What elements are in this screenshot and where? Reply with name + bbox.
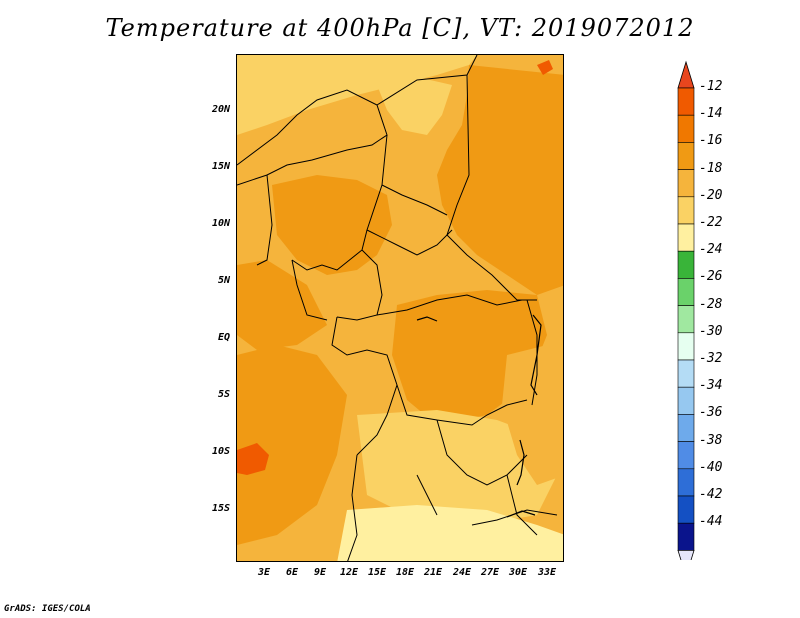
colorbar-swatch	[677, 142, 695, 170]
lon-label-12e: 12E	[339, 567, 359, 578]
colorbar-swatch	[677, 495, 695, 524]
field-band-minus18-south	[357, 410, 557, 525]
field-band-minus12-west	[237, 443, 269, 475]
colorbar-swatch	[677, 359, 695, 388]
field-band-minus18-east	[502, 345, 563, 485]
lake-outlines	[416, 314, 542, 518]
colorbar-swatch	[677, 114, 695, 143]
field-band-minus20-south	[337, 505, 563, 561]
colorbar-swatch	[677, 305, 695, 334]
lat-label-10n: 10N	[211, 218, 230, 229]
lon-label-6e: 6E	[285, 567, 299, 578]
lat-label-5s: 5S	[217, 389, 230, 400]
colorbar-level-label: -12	[699, 79, 723, 94]
lat-label-10s: 10S	[211, 446, 230, 457]
field-band-minus20-north-b	[377, 77, 452, 135]
colorbar-level-label: -26	[699, 269, 723, 285]
lon-label-9e: 9E	[313, 567, 327, 578]
colorbar-top-arrow	[677, 60, 695, 89]
lat-label-eq: EQ	[217, 332, 230, 343]
colorbar-level-label: -20	[699, 187, 723, 203]
colorbar-swatch	[677, 332, 695, 361]
colorbar-swatch	[677, 196, 695, 225]
colorbar-swatch	[677, 223, 695, 252]
lon-label-24e: 24E	[452, 567, 472, 578]
lat-label-5n: 5N	[217, 275, 230, 286]
lon-label-21e: 21E	[423, 567, 443, 578]
colorbar-swatch	[677, 386, 695, 415]
colorbar-swatch	[677, 278, 695, 306]
colorbar-level-label: -36	[699, 405, 723, 421]
colorbar-level-label: -18	[699, 160, 723, 176]
lat-label-20n: 20N	[211, 104, 230, 115]
lon-label-33e: 33E	[537, 567, 557, 578]
chart-title: Temperature at 400hPa [C], VT: 201907201…	[105, 14, 695, 42]
colorbar-level-label: -40	[699, 459, 723, 475]
field-band-minus14-southwest	[237, 345, 347, 545]
colorbar-bottom-arrow	[677, 549, 695, 560]
colorbar-level-label: -16	[699, 133, 723, 149]
lon-label-27e: 27E	[480, 567, 500, 578]
colorbar-level-label: -14	[699, 106, 723, 122]
colorbar-swatch	[677, 414, 695, 442]
colorbar-level-label: -24	[699, 242, 723, 258]
field-band-minus14-westcoast	[237, 260, 327, 350]
footer-credit: GrADS: IGES/COLA	[4, 604, 91, 614]
lon-label-15e: 15E	[367, 567, 387, 578]
colorbar-level-label: -22	[699, 215, 723, 230]
lon-label-30e: 30E	[508, 567, 528, 578]
colorbar-swatch	[677, 250, 695, 279]
colorbar-swatch	[677, 441, 695, 470]
colorbar-level-label: -34	[699, 378, 723, 394]
country-borders	[237, 55, 558, 561]
lon-label-3e: 3E	[257, 567, 271, 578]
colorbar-level-label: -38	[699, 432, 723, 448]
lat-label-15s: 15S	[211, 503, 230, 514]
temperature-map	[237, 55, 563, 561]
colorbar-swatch	[677, 522, 695, 551]
colorbar-level-label: -30	[699, 323, 723, 339]
colorbar-level-label: -42	[699, 487, 723, 502]
colorbar-level-label: -44	[699, 514, 723, 530]
lon-label-18e: 18E	[395, 567, 415, 578]
map-panel	[236, 54, 564, 562]
lat-label-15n: 15N	[211, 161, 230, 172]
colorbar-swatch	[677, 468, 695, 497]
colorbar-level-label: -32	[699, 351, 723, 366]
colorbar-swatch	[677, 87, 695, 116]
colorbar-swatch	[677, 169, 695, 198]
colorbar-level-label: -28	[699, 296, 723, 312]
field-band-minus12-northeast	[537, 60, 553, 75]
field-band-minus14-northeast	[437, 65, 563, 295]
colorbar	[677, 60, 695, 560]
